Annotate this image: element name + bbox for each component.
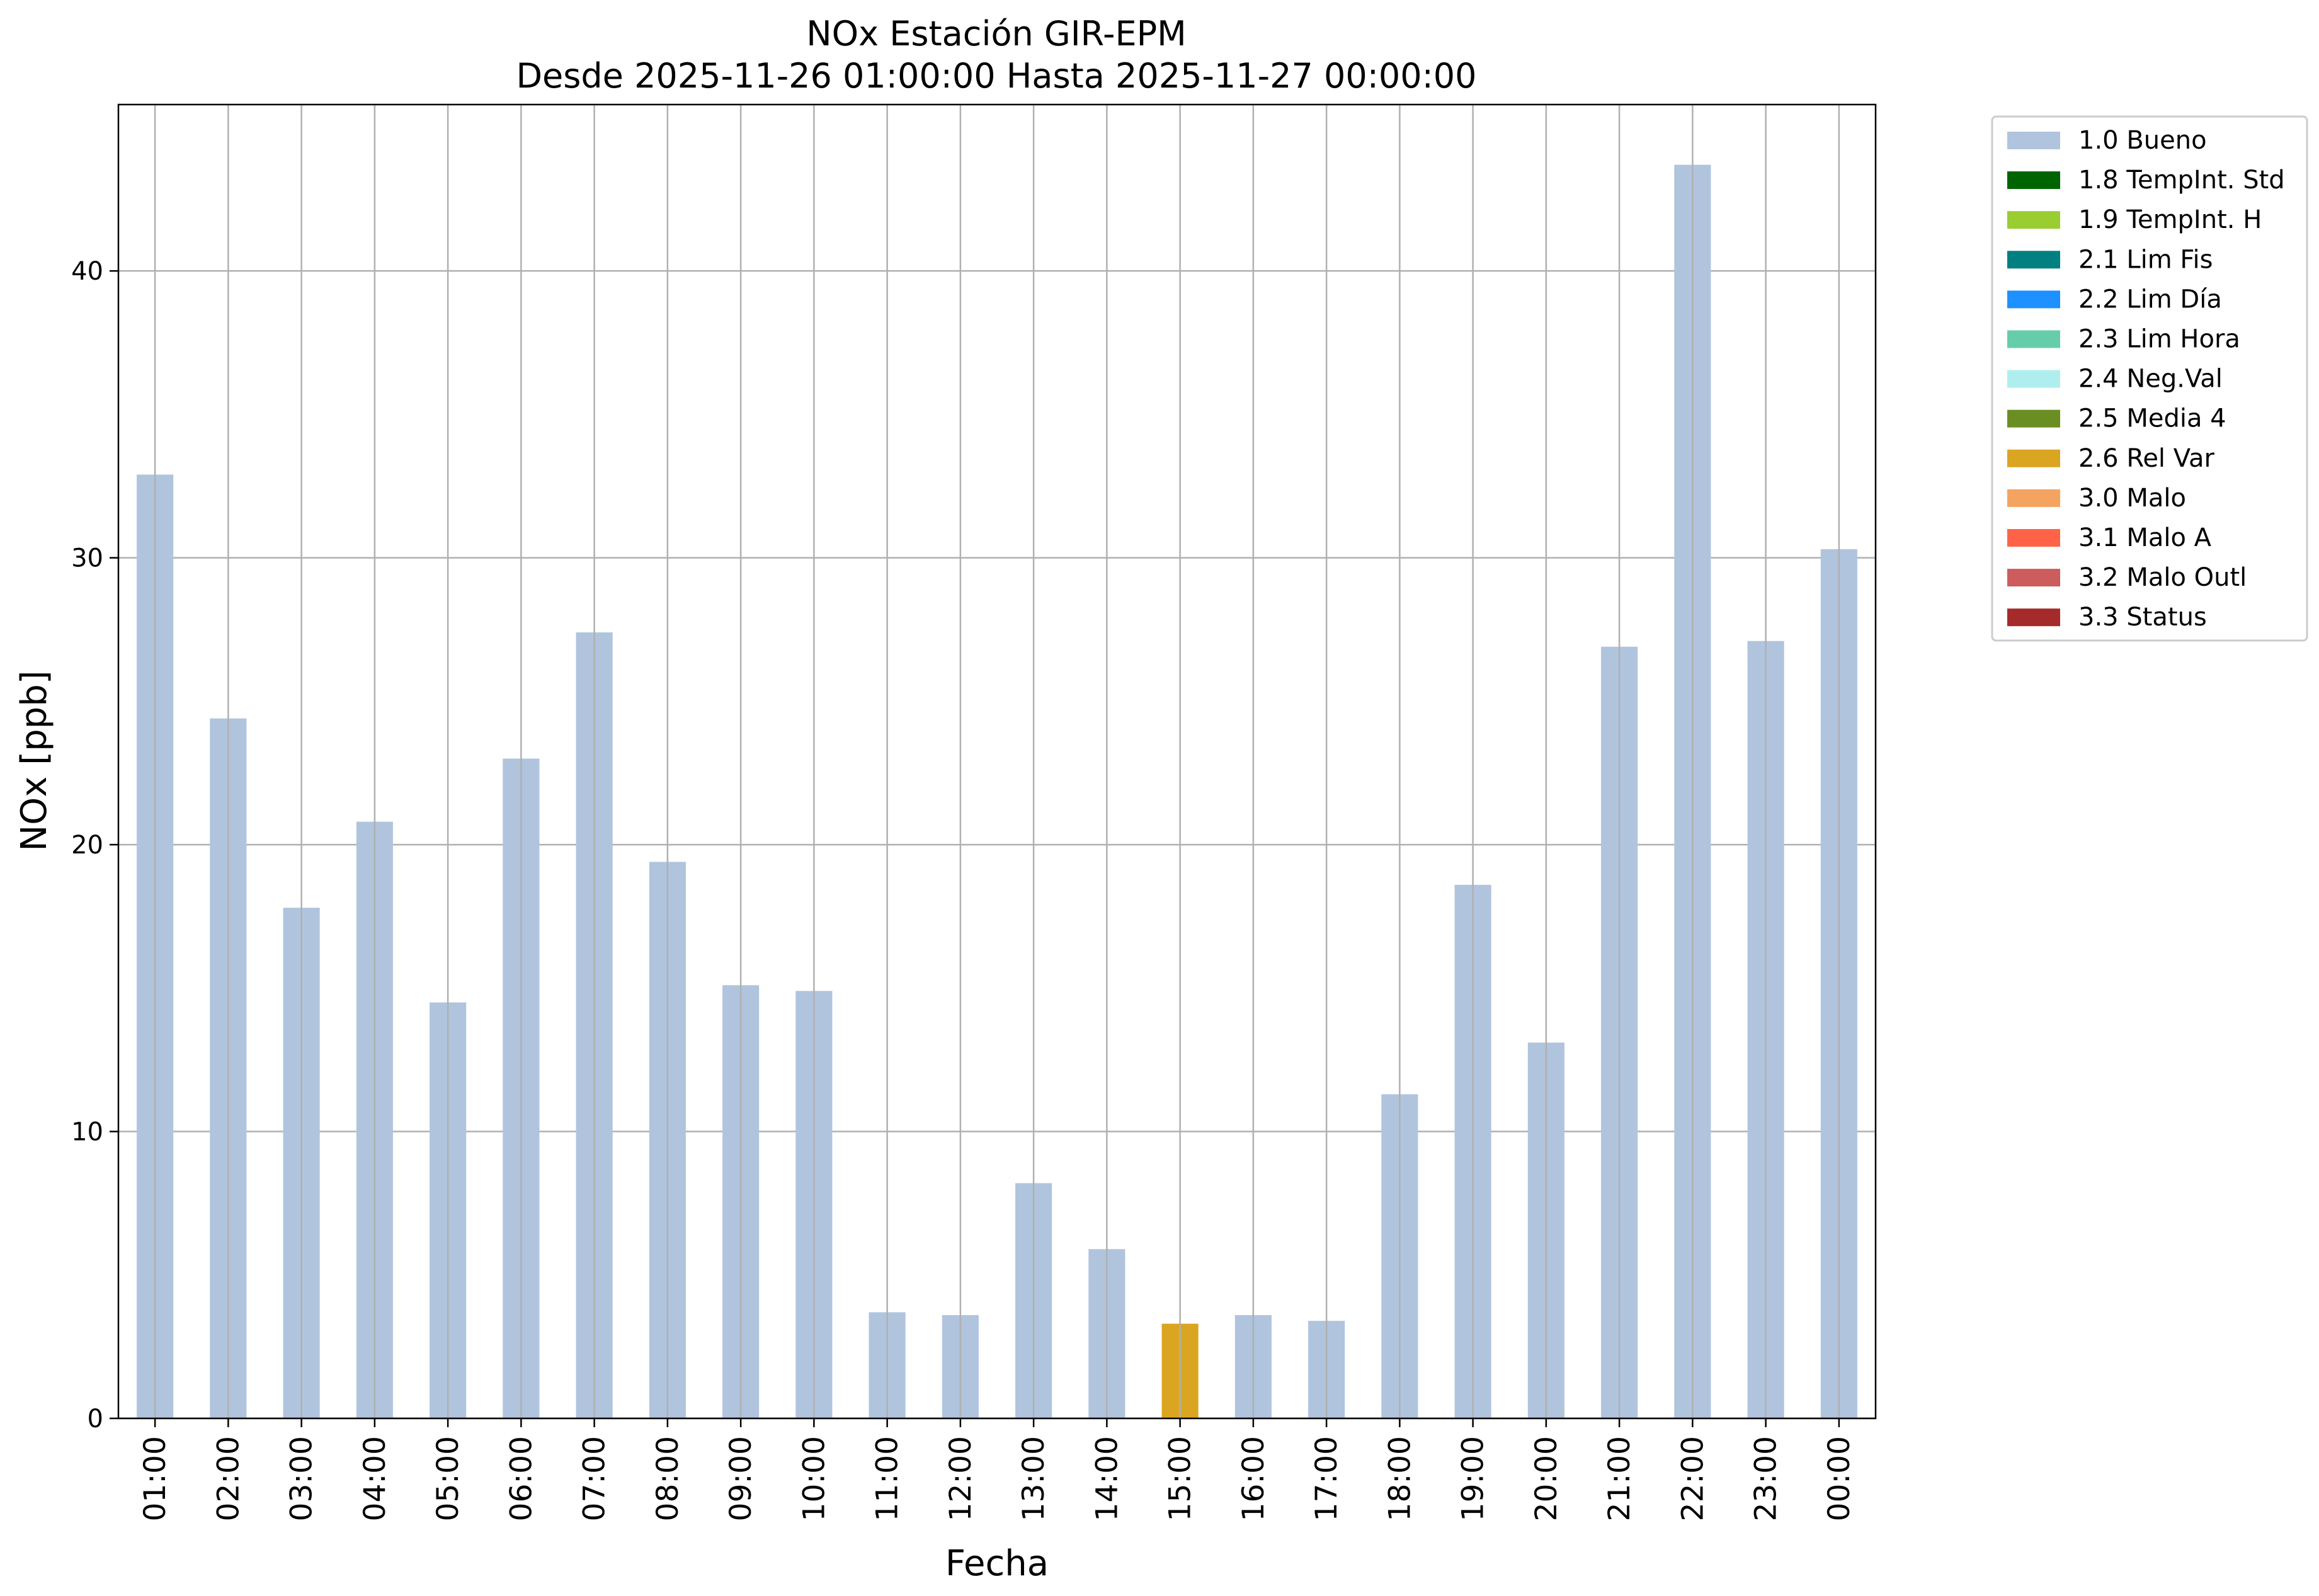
x-tick-label: 13:00 — [1017, 1436, 1051, 1521]
x-tick-label: 09:00 — [724, 1436, 758, 1521]
y-axis-label: NOx [ppb] — [14, 670, 55, 851]
y-tick-label: 40 — [71, 257, 103, 286]
legend-label: 1.0 Bueno — [2078, 126, 2207, 155]
legend-label: 2.5 Media 4 — [2078, 404, 2226, 433]
legend-swatch — [2007, 171, 2060, 190]
x-tick-label: 18:00 — [1382, 1436, 1417, 1521]
legend-swatch — [2007, 569, 2060, 587]
x-tick-label: 12:00 — [943, 1436, 978, 1521]
x-tick-label: 11:00 — [870, 1436, 905, 1521]
y-tick-label: 30 — [71, 544, 103, 573]
chart-title-line1: NOx Estación GIR-EPM — [806, 14, 1187, 54]
legend-swatch — [2007, 529, 2060, 547]
x-tick-label: 07:00 — [578, 1436, 612, 1521]
legend-label: 3.0 Malo — [2078, 484, 2186, 513]
x-axis-ticks: 01:00 02:00 03:00 04:00 05:00 06:00 07:00 08:00… — [138, 1418, 1857, 1521]
legend-label: 2.6 Rel Var — [2078, 444, 2215, 473]
legend-label: 3.3 Status — [2078, 603, 2207, 632]
legend-swatch — [2007, 132, 2060, 149]
legend-swatch — [2007, 409, 2060, 428]
x-tick-label: 04:00 — [358, 1436, 392, 1521]
x-tick-label: 19:00 — [1456, 1436, 1491, 1521]
legend-label: 2.1 Lim Fis — [2078, 245, 2213, 274]
y-tick-label: 20 — [71, 831, 103, 860]
legend-frame — [1991, 115, 2308, 642]
legend-swatch — [2007, 251, 2060, 269]
bars — [137, 164, 1857, 1419]
x-tick-label: 17:00 — [1309, 1436, 1344, 1521]
x-axis-label: Fecha — [945, 1543, 1049, 1584]
x-tick-label: 10:00 — [797, 1436, 831, 1521]
chart-title-line2: Desde 2025-11-26 01:00:00 Hasta 2025-11-… — [516, 56, 1476, 96]
x-tick-label: 14:00 — [1090, 1436, 1124, 1521]
legend-swatch — [2007, 449, 2060, 467]
legend-label: 1.9 TempInt. H — [2078, 205, 2262, 234]
x-tick-label: 06:00 — [504, 1436, 538, 1521]
x-tick-label: 22:00 — [1675, 1436, 1710, 1521]
x-tick-label: 15:00 — [1163, 1436, 1198, 1521]
legend-swatch — [2007, 290, 2060, 309]
legend-label: 2.4 Neg.Val — [2078, 365, 2223, 394]
legend-label: 3.1 Malo A — [2078, 523, 2212, 552]
x-tick-label: 02:00 — [211, 1436, 246, 1521]
legend-label: 3.2 Malo Outl — [2078, 563, 2247, 592]
x-tick-label: 21:00 — [1602, 1436, 1637, 1521]
x-tick-label: 16:00 — [1236, 1436, 1271, 1521]
x-tick-label: 01:00 — [138, 1436, 173, 1521]
legend-swatch — [2007, 370, 2060, 388]
legend-swatch — [2007, 211, 2060, 229]
plot-frame — [117, 103, 1877, 1420]
y-axis-ticks: 0 10 20 30 40 — [71, 257, 118, 1434]
legend-label: 2.2 Lim Día — [2078, 285, 2222, 314]
legend-label: 2.3 Lim Hora — [2078, 325, 2240, 354]
x-tick-label: 05:00 — [431, 1436, 465, 1521]
y-tick-label: 0 — [88, 1405, 103, 1434]
legend-swatch — [2007, 608, 2060, 627]
legend-label: 1.8 TempInt. Std — [2078, 166, 2285, 195]
legend: 1.0 Bueno 1.8 TempInt. Std 1.9 TempInt. H 2… — [1991, 115, 2308, 642]
x-tick-label: 23:00 — [1749, 1436, 1784, 1521]
legend-swatch — [2007, 489, 2060, 507]
legend-swatch — [2007, 330, 2060, 348]
y-tick-label: 10 — [71, 1118, 103, 1147]
x-tick-label: 08:00 — [651, 1436, 685, 1521]
vertical-grid-lines — [154, 105, 1840, 1418]
x-tick-label: 03:00 — [285, 1436, 319, 1521]
x-tick-label: 00:00 — [1822, 1436, 1857, 1521]
x-tick-label: 20:00 — [1529, 1436, 1564, 1521]
